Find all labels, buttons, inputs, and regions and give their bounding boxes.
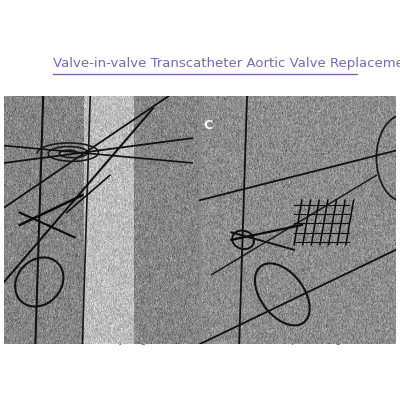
Text: aortic valve replacement (TAVR) using an Edwards Sapien III. A: Intra-oper: aortic valve replacement (TAVR) using an… — [53, 320, 388, 330]
Text: C: C — [203, 119, 212, 132]
Text: tion of coronary heights in relation to TAVR valve for positioning. C:TAVR: tion of coronary heights in relation to … — [53, 336, 380, 345]
Text: Valve-in-valve Transcatheter Aortic Valve Replacement: Valve-in-valve Transcatheter Aortic Valv… — [53, 56, 400, 70]
